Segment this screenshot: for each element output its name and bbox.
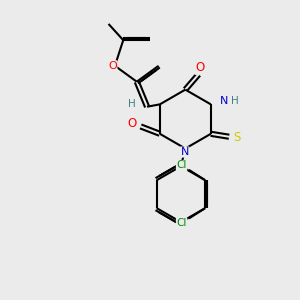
Text: H: H — [128, 99, 136, 109]
Text: H: H — [231, 96, 239, 106]
Text: S: S — [234, 131, 241, 144]
Text: Cl: Cl — [176, 218, 187, 228]
Text: Cl: Cl — [176, 160, 187, 170]
Text: O: O — [108, 61, 117, 71]
Text: N: N — [220, 96, 228, 106]
Text: O: O — [195, 61, 204, 74]
Text: O: O — [128, 117, 137, 130]
Text: N: N — [181, 147, 189, 157]
